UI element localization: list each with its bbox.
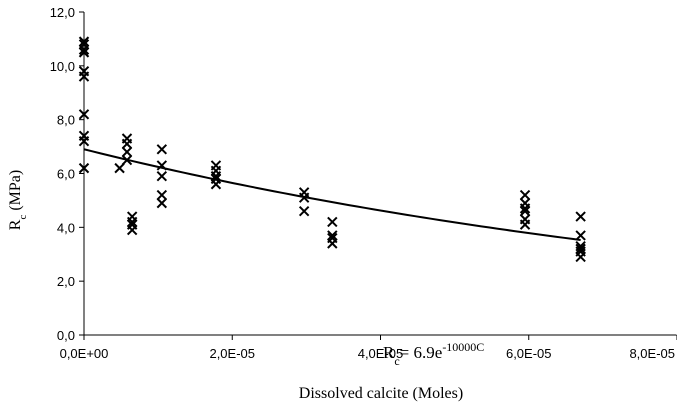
data-point bbox=[575, 251, 586, 263]
x-tick-label: 0,0E+00 bbox=[60, 346, 109, 361]
data-point bbox=[298, 205, 310, 217]
data-point bbox=[78, 44, 90, 55]
data-point bbox=[126, 224, 138, 236]
equation-base: R bbox=[383, 343, 395, 362]
data-point bbox=[519, 205, 531, 217]
data-point-stroke bbox=[575, 243, 586, 255]
data-point bbox=[575, 243, 586, 255]
data-point bbox=[114, 162, 125, 174]
data-point-stroke bbox=[121, 138, 133, 150]
data-point-stroke bbox=[298, 205, 310, 217]
data-point bbox=[519, 189, 531, 201]
x-ticks: 0,0E+00 2,0E-05 4,0E-05 6,0E-05 8,0E-05 bbox=[60, 335, 677, 361]
data-point bbox=[519, 219, 531, 230]
data-point-stroke bbox=[78, 44, 90, 55]
data-point-stroke bbox=[78, 109, 90, 120]
data-point-stroke bbox=[575, 251, 586, 263]
data-point bbox=[575, 211, 586, 222]
data-point-stroke bbox=[156, 197, 168, 209]
data-point-stroke bbox=[114, 162, 125, 174]
data-point bbox=[210, 179, 222, 190]
data-point bbox=[78, 36, 90, 47]
y-ticks: 0,0 2,0 4,0 6,0 8,0 10,0 12,0 bbox=[50, 5, 84, 343]
data-point-stroke bbox=[78, 71, 90, 82]
x-tick-label: 8,0E-05 bbox=[629, 346, 675, 361]
data-point bbox=[121, 146, 133, 158]
x-axis-title: Dissolved calcite (Moles) bbox=[299, 385, 463, 402]
data-points bbox=[78, 36, 586, 263]
y-axis-title-sub: c bbox=[17, 215, 29, 220]
data-point-stroke bbox=[519, 219, 531, 230]
data-point bbox=[78, 109, 90, 120]
data-point-stroke bbox=[519, 189, 531, 201]
y-axis-title-main: R bbox=[7, 219, 24, 230]
data-point bbox=[78, 47, 90, 58]
data-point bbox=[327, 238, 338, 249]
data-point bbox=[156, 170, 168, 182]
data-point bbox=[126, 216, 138, 228]
data-point bbox=[327, 230, 338, 241]
y-tick-label: 10,0 bbox=[50, 59, 75, 74]
y-tick-label: 0,0 bbox=[57, 328, 75, 343]
data-point bbox=[156, 144, 168, 155]
data-point-stroke bbox=[126, 224, 138, 236]
data-point-stroke bbox=[121, 146, 133, 158]
data-point-stroke bbox=[575, 211, 586, 222]
trendline bbox=[83, 148, 581, 241]
equation-sup: -10000C bbox=[442, 340, 484, 354]
equation-sub: c bbox=[394, 354, 399, 368]
data-point-stroke bbox=[78, 36, 90, 47]
trendline-equation: Rc= 6.9e-10000C bbox=[383, 340, 484, 368]
y-axis-title: Rc (MPa) bbox=[7, 170, 29, 230]
data-point-stroke bbox=[126, 216, 138, 228]
data-point bbox=[78, 135, 90, 147]
data-point-stroke bbox=[327, 238, 338, 249]
data-point-stroke bbox=[210, 179, 222, 190]
data-point-stroke bbox=[156, 160, 168, 171]
data-point bbox=[575, 230, 586, 241]
data-point-stroke bbox=[78, 135, 90, 147]
data-point-stroke bbox=[327, 216, 338, 228]
x-tick-label: 6,0E-05 bbox=[506, 346, 552, 361]
y-tick-label: 6,0 bbox=[57, 167, 75, 182]
data-point bbox=[519, 203, 531, 214]
data-point-stroke bbox=[327, 230, 338, 241]
data-point bbox=[121, 138, 133, 150]
data-point-stroke bbox=[519, 205, 531, 217]
y-tick-label: 4,0 bbox=[57, 220, 75, 235]
data-point bbox=[78, 162, 90, 174]
equation-mid: = 6.9e bbox=[400, 343, 443, 362]
y-axis-title-unit: (MPa) bbox=[7, 170, 24, 215]
x-tick-label: 4,0E-05 bbox=[358, 346, 404, 361]
y-tick-label: 12,0 bbox=[50, 5, 75, 20]
data-point-stroke bbox=[156, 170, 168, 182]
data-point bbox=[327, 216, 338, 228]
data-point-stroke bbox=[156, 189, 168, 201]
x-tick-label: 2,0E-05 bbox=[209, 346, 255, 361]
data-point bbox=[156, 197, 168, 209]
y-tick-label: 2,0 bbox=[57, 274, 75, 289]
data-point-stroke bbox=[575, 230, 586, 241]
data-point bbox=[78, 71, 90, 82]
data-point-stroke bbox=[78, 47, 90, 58]
data-point-stroke bbox=[78, 162, 90, 174]
y-tick-label: 8,0 bbox=[57, 113, 75, 128]
data-point-stroke bbox=[156, 144, 168, 155]
data-point bbox=[156, 189, 168, 201]
data-point-stroke bbox=[519, 203, 531, 214]
